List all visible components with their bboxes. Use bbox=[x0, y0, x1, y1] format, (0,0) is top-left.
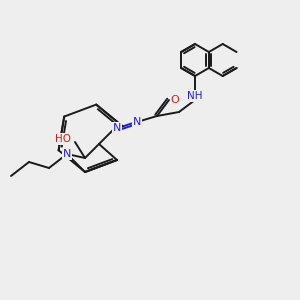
Text: HO: HO bbox=[55, 134, 71, 144]
Text: O: O bbox=[171, 95, 179, 105]
Text: N: N bbox=[63, 149, 71, 159]
Text: N: N bbox=[113, 123, 121, 133]
Text: NH: NH bbox=[187, 91, 203, 101]
Text: N: N bbox=[133, 117, 141, 127]
